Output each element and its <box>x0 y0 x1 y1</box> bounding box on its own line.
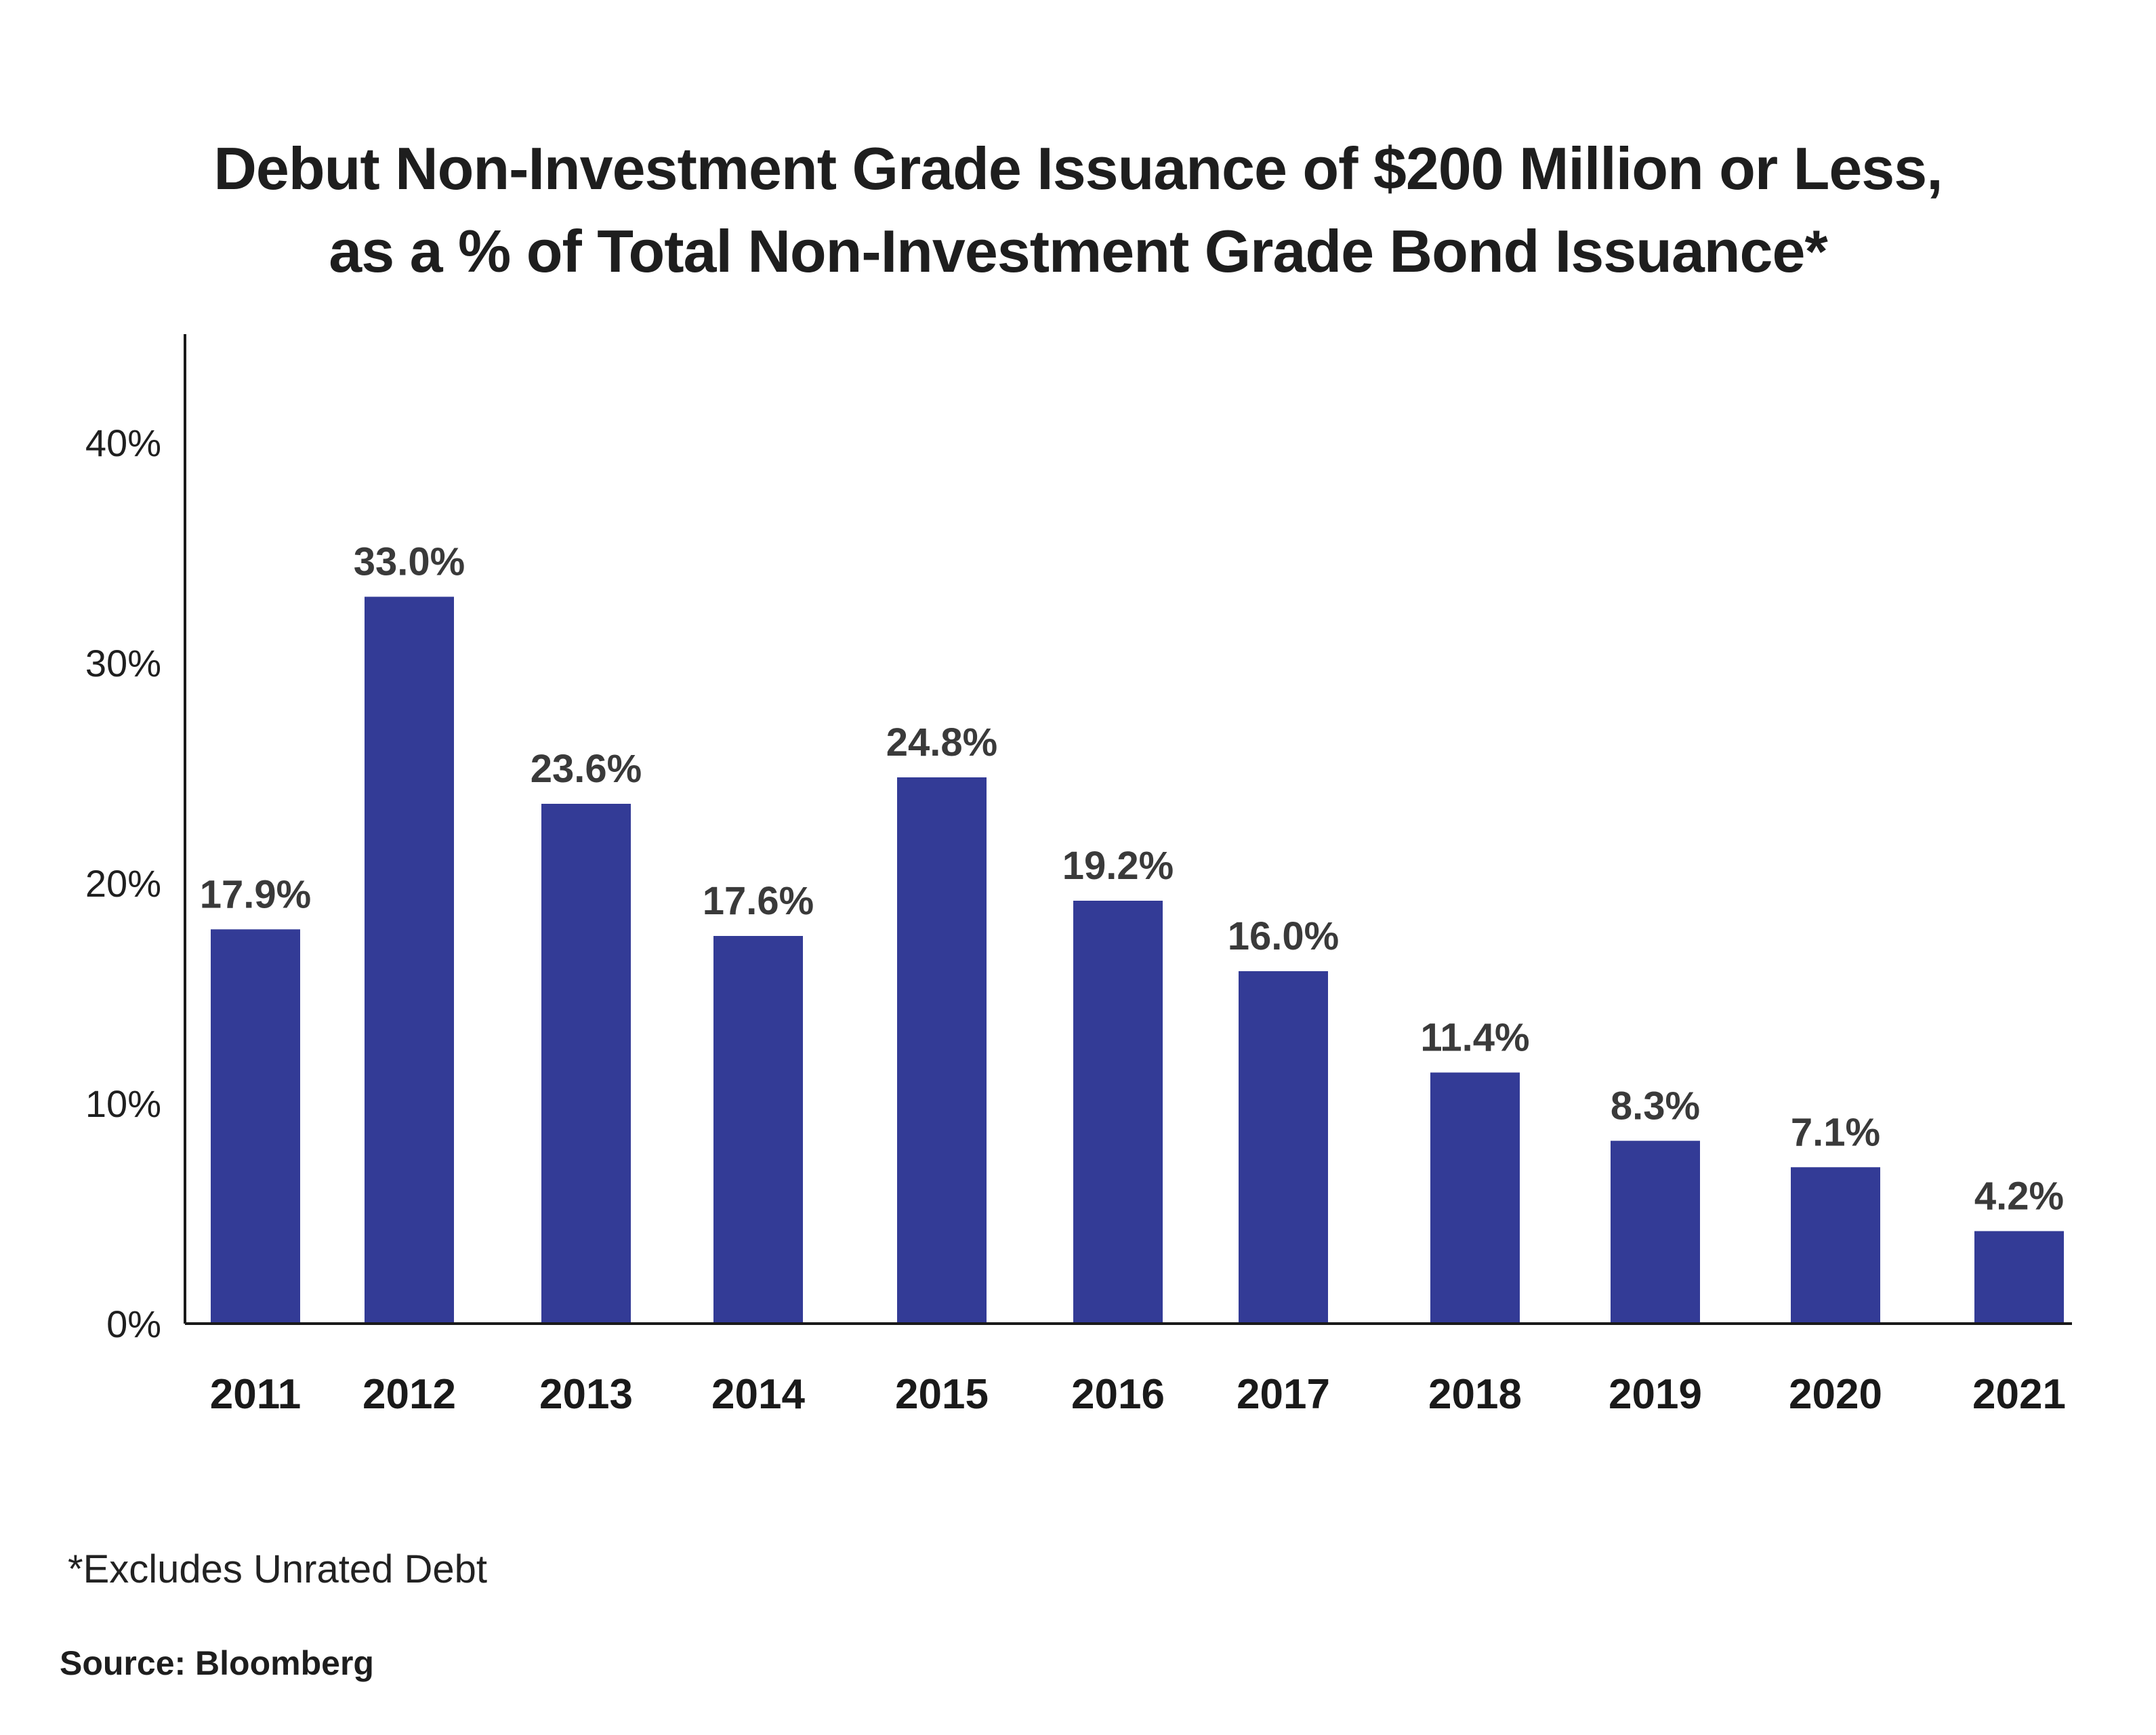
x-axis-labels: 2011 2012 2013 2014 2015 2016 2017 2018 2019 2020… <box>210 1371 2066 1418</box>
x-tick-label-2016: 2016 <box>1071 1371 1165 1418</box>
y-axis-ticks: 0% 10% 20% 30% 40% <box>85 422 161 1345</box>
source-note: Source: Bloomberg <box>60 1644 374 1682</box>
bar-2021 <box>1974 1231 2064 1324</box>
x-tick-label-2018: 2018 <box>1428 1371 1522 1418</box>
value-label-2021: 4.2% <box>1974 1175 2064 1219</box>
bar-2013 <box>541 804 631 1324</box>
bars-group <box>211 596 2064 1324</box>
bar-2019 <box>1611 1141 1700 1324</box>
bar-2016 <box>1073 901 1163 1324</box>
value-labels-group: 17.9% 33.0% 23.6% 17.6% 24.8% 19.2% 16.0% 11.4%… <box>200 540 2064 1219</box>
value-label-2018: 11.4% <box>1420 1016 1529 1060</box>
value-label-2011: 17.9% <box>200 872 311 916</box>
bar-2012 <box>365 596 454 1324</box>
value-label-2016: 19.2% <box>1062 844 1174 888</box>
x-tick-label-2020: 2020 <box>1789 1371 1882 1418</box>
x-tick-label-2012: 2012 <box>362 1371 456 1418</box>
value-label-2019: 8.3% <box>1611 1084 1700 1128</box>
y-tick-label: 30% <box>85 642 161 685</box>
x-tick-label-2013: 2013 <box>539 1371 633 1418</box>
value-label-2012: 33.0% <box>354 540 465 584</box>
chart-title-line-1: Debut Non-Investment Grade Issuance of $… <box>213 135 1943 202</box>
bar-2017 <box>1239 971 1328 1324</box>
value-label-2013: 23.6% <box>531 747 642 791</box>
bar-2018 <box>1430 1072 1520 1324</box>
x-tick-label-2011: 2011 <box>210 1371 302 1418</box>
bar-2011 <box>211 929 300 1324</box>
value-label-2014: 17.6% <box>703 879 814 923</box>
value-label-2020: 7.1% <box>1791 1110 1880 1154</box>
value-label-2017: 16.0% <box>1228 914 1339 958</box>
footnote: *Excludes Unrated Debt <box>68 1547 487 1591</box>
bar-2014 <box>713 936 803 1324</box>
y-tick-label: 10% <box>85 1082 161 1125</box>
x-tick-label-2014: 2014 <box>711 1371 805 1418</box>
x-tick-label-2015: 2015 <box>895 1371 989 1418</box>
x-tick-label-2017: 2017 <box>1237 1371 1330 1418</box>
y-tick-label: 40% <box>85 422 161 464</box>
bar-2015 <box>897 777 987 1324</box>
y-tick-label: 20% <box>85 862 161 905</box>
chart-title: Debut Non-Investment Grade Issuance of $… <box>0 127 2156 293</box>
bar-2020 <box>1791 1167 1880 1324</box>
chart-title-line-2: as a % of Total Non-Investment Grade Bon… <box>329 218 1827 285</box>
x-tick-label-2021: 2021 <box>1972 1371 2066 1418</box>
value-label-2015: 24.8% <box>886 720 997 764</box>
x-tick-label-2019: 2019 <box>1609 1371 1702 1418</box>
y-tick-label: 0% <box>106 1303 161 1345</box>
